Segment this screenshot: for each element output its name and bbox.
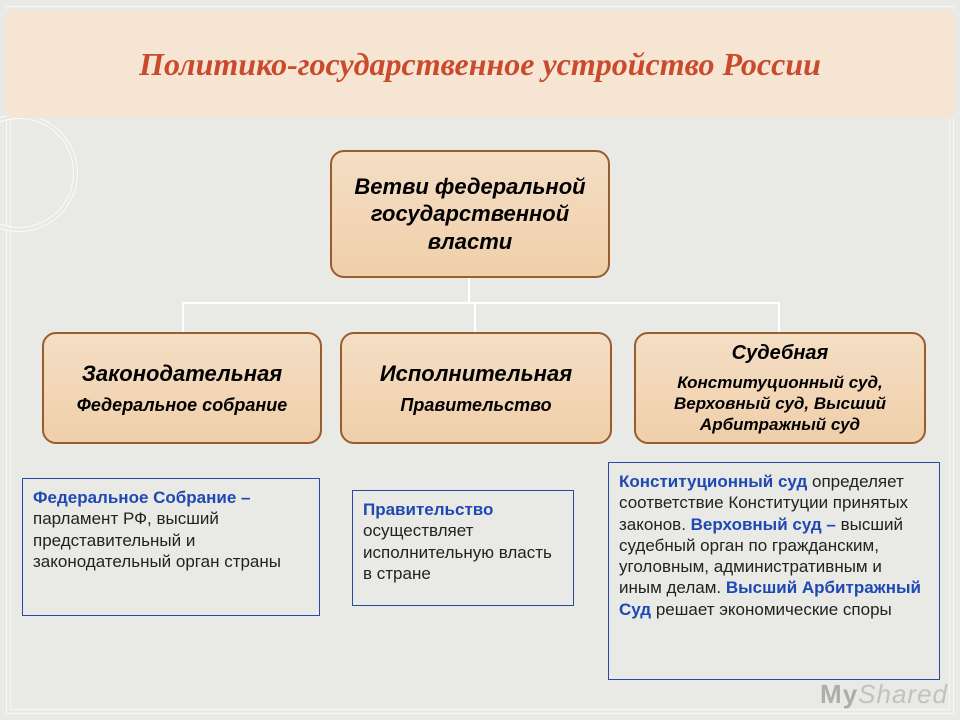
note-text: парламент РФ, высший представительный и … <box>33 509 281 571</box>
branch-subtitle: Федеральное собрание <box>77 394 287 417</box>
note-lead: Конституционный суд <box>619 472 812 491</box>
branch-title: Законодательная <box>82 360 283 388</box>
connector-line <box>182 302 778 304</box>
branch-title: Судебная <box>732 341 829 366</box>
connector-line <box>468 278 470 302</box>
note-text: решает экономические споры <box>656 600 892 619</box>
watermark: MyShared <box>820 679 948 710</box>
connector-line <box>778 302 780 332</box>
branch-title: Исполнительная <box>380 360 572 388</box>
note-lead: Федеральное Собрание – <box>33 488 250 507</box>
branch-box: Исполнительная Правительство <box>340 332 612 444</box>
connector-line <box>474 302 476 332</box>
title-band: Политико-государственное устройство Росс… <box>6 10 954 118</box>
root-box: Ветви федеральной государственной власти <box>330 150 610 278</box>
branch-box: Законодательная Федеральное собрание <box>42 332 322 444</box>
note-box: Конституционный суд определяет соответст… <box>608 462 940 680</box>
connector-line <box>182 302 184 332</box>
note-text: осуществляет исполнительную власть в стр… <box>363 521 552 583</box>
note-box: Федеральное Собрание – парламент РФ, выс… <box>22 478 320 616</box>
root-box-text: Ветви федеральной государственной власти <box>340 173 600 256</box>
note-lead: Верховный суд – <box>691 515 841 534</box>
branch-box: Судебная Конституционный суд, Верховный с… <box>634 332 926 444</box>
note-lead: Правительство <box>363 500 493 519</box>
branch-subtitle: Правительство <box>400 394 551 417</box>
slide: Политико-государственное устройство Росс… <box>0 0 960 720</box>
slide-title: Политико-государственное устройство Росс… <box>139 44 821 84</box>
branch-subtitle: Конституционный суд, Верховный суд, Высш… <box>644 372 916 436</box>
note-box: Правительство осуществляет исполнительну… <box>352 490 574 606</box>
